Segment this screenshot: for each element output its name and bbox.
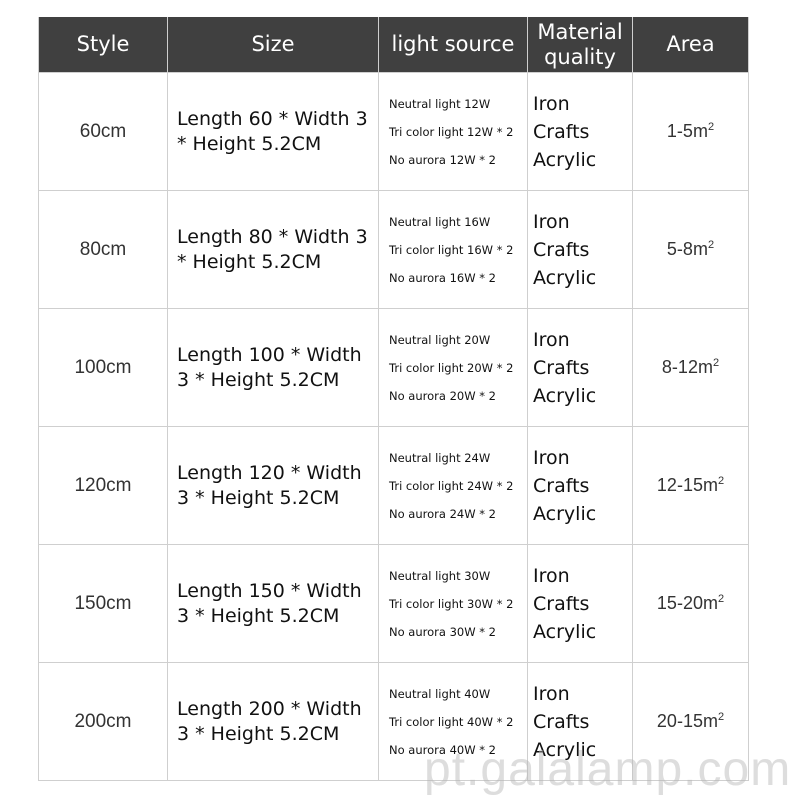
light-option: Neutral light 12W xyxy=(389,96,491,111)
table-row: 80cm Length 80 * Width 3 * Height 5.2CM Ne… xyxy=(38,190,749,309)
table-row: 100cm Length 100 * Width 3 * Height 5.2CM… xyxy=(38,308,749,427)
style-cell: 60cm xyxy=(38,72,168,191)
light-option: Tri color light 16W * 2 xyxy=(389,242,514,257)
light-option: No aurora 30W * 2 xyxy=(389,624,496,639)
light-option: No aurora 24W * 2 xyxy=(389,506,496,521)
size-cell: Length 150 * Width 3 * Height 5.2CM xyxy=(167,544,379,663)
watermark: pt.galalamp.com xyxy=(424,743,790,796)
light-source-cell: Neutral light 12W Tri color light 12W * 2… xyxy=(378,72,528,191)
light-option: Neutral light 30W xyxy=(389,568,491,583)
light-option: No aurora 16W * 2 xyxy=(389,270,496,285)
area-value: 5-8m xyxy=(666,239,708,259)
table-row: 150cm Length 150 * Width 3 * Height 5.2CM… xyxy=(38,544,749,663)
size-cell: Length 80 * Width 3 * Height 5.2CM xyxy=(167,190,379,309)
table-row: 60cm Length 60 * Width 3 * Height 5.2CM Ne… xyxy=(38,72,749,191)
material-item: Iron Crafts xyxy=(533,564,590,615)
material-item: Iron Crafts xyxy=(533,682,590,733)
size-cell: Length 120 * Width 3 * Height 5.2CM xyxy=(167,426,379,545)
light-source-cell: Neutral light 30W Tri color light 30W * 2… xyxy=(378,544,528,663)
area-unit-exponent: 2 xyxy=(707,121,715,133)
light-option: Tri color light 12W * 2 xyxy=(389,124,514,139)
header-light-source: light source xyxy=(378,17,528,73)
area-value: 12-15m xyxy=(656,475,718,495)
style-cell: 150cm xyxy=(38,544,168,663)
material-item: Acrylic xyxy=(533,266,597,289)
light-option: Tri color light 30W * 2 xyxy=(389,596,514,611)
light-option: No aurora 20W * 2 xyxy=(389,388,496,403)
area-unit-exponent: 2 xyxy=(717,475,725,487)
area-cell: 5-8m2 xyxy=(632,190,749,309)
header-material: Material quality xyxy=(527,17,633,73)
material-item: Acrylic xyxy=(533,738,597,761)
material-item: Iron Crafts xyxy=(533,92,590,143)
material-item: Iron Crafts xyxy=(533,328,590,379)
material-item: Acrylic xyxy=(533,148,597,171)
area-value: 15-20m xyxy=(656,593,718,613)
area-cell: 12-15m2 xyxy=(632,426,749,545)
material-cell: Iron Crafts Acrylic xyxy=(527,662,633,781)
material-item: Iron Crafts xyxy=(533,210,590,261)
light-option: No aurora 40W * 2 xyxy=(389,742,496,757)
area-cell: 1-5m2 xyxy=(632,72,749,191)
material-cell: Iron Crafts Acrylic xyxy=(527,190,633,309)
table-row: 120cm Length 120 * Width 3 * Height 5.2CM… xyxy=(38,426,749,545)
light-option: Tri color light 24W * 2 xyxy=(389,478,514,493)
area-cell: 15-20m2 xyxy=(632,544,749,663)
area-value: 8-12m xyxy=(661,357,713,377)
area-unit-exponent: 2 xyxy=(717,711,725,723)
material-item: Acrylic xyxy=(533,620,597,643)
size-cell: Length 60 * Width 3 * Height 5.2CM xyxy=(167,72,379,191)
style-cell: 200cm xyxy=(38,662,168,781)
material-cell: Iron Crafts Acrylic xyxy=(527,72,633,191)
light-option: Neutral light 24W xyxy=(389,450,491,465)
material-cell: Iron Crafts Acrylic xyxy=(527,426,633,545)
style-cell: 100cm xyxy=(38,308,168,427)
area-cell: 20-15m2 xyxy=(632,662,749,781)
light-option: Tri color light 40W * 2 xyxy=(389,714,514,729)
material-item: Acrylic xyxy=(533,384,597,407)
material-item: Iron Crafts xyxy=(533,446,590,497)
size-cell: Length 100 * Width 3 * Height 5.2CM xyxy=(167,308,379,427)
light-source-cell: Neutral light 24W Tri color light 24W * 2… xyxy=(378,426,528,545)
light-option: Tri color light 20W * 2 xyxy=(389,360,514,375)
light-option: Neutral light 20W xyxy=(389,332,491,347)
light-source-cell: Neutral light 40W Tri color light 40W * 2… xyxy=(378,662,528,781)
header-row: Style Size light source Material quality… xyxy=(38,17,749,73)
table-row: 200cm Length 200 * Width 3 * Height 5.2CM… xyxy=(38,662,749,781)
header-style: Style xyxy=(38,17,168,73)
area-cell: 8-12m2 xyxy=(632,308,749,427)
material-cell: Iron Crafts Acrylic xyxy=(527,308,633,427)
area-unit-exponent: 2 xyxy=(707,239,715,251)
light-option: Neutral light 16W xyxy=(389,214,491,229)
area-unit-exponent: 2 xyxy=(717,593,725,605)
light-option: Neutral light 40W xyxy=(389,686,491,701)
header-size: Size xyxy=(167,17,379,73)
spec-table: Style Size light source Material quality… xyxy=(38,17,749,781)
header-area: Area xyxy=(632,17,749,73)
style-cell: 120cm xyxy=(38,426,168,545)
material-item: Acrylic xyxy=(533,502,597,525)
area-unit-exponent: 2 xyxy=(712,357,720,369)
light-source-cell: Neutral light 20W Tri color light 20W * 2… xyxy=(378,308,528,427)
style-cell: 80cm xyxy=(38,190,168,309)
size-cell: Length 200 * Width 3 * Height 5.2CM xyxy=(167,662,379,781)
material-cell: Iron Crafts Acrylic xyxy=(527,544,633,663)
area-value: 20-15m xyxy=(656,711,718,731)
area-value: 1-5m xyxy=(666,121,708,141)
light-source-cell: Neutral light 16W Tri color light 16W * 2… xyxy=(378,190,528,309)
light-option: No aurora 12W * 2 xyxy=(389,152,496,167)
